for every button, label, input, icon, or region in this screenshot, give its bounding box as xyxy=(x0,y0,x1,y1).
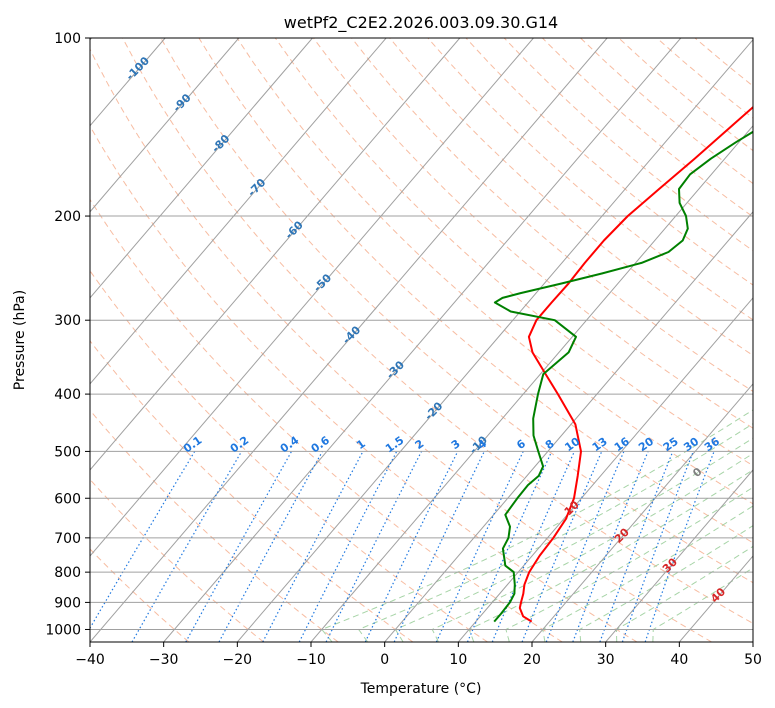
y-tick-label: 1000 xyxy=(45,622,81,638)
y-tick-label: 300 xyxy=(54,313,81,329)
y-tick-label: 900 xyxy=(54,595,81,611)
x-tick-label: 10 xyxy=(449,652,467,668)
dry-adiabat xyxy=(389,38,753,356)
y-tick-label: 600 xyxy=(54,491,81,507)
isotherm xyxy=(90,38,313,299)
x-tick-label: −20 xyxy=(223,652,253,668)
isotherm xyxy=(531,383,753,642)
mixing-ratio-line xyxy=(298,451,398,642)
profile-series xyxy=(493,105,753,623)
dewpoint-line xyxy=(493,130,753,623)
mixing-ratio-line xyxy=(644,451,715,642)
y-tick-label: 100 xyxy=(54,31,81,47)
moist-adiabat xyxy=(579,525,753,642)
dry-adiabat xyxy=(351,38,753,392)
dry-adiabat xyxy=(90,125,638,642)
mixing-ratio-line xyxy=(218,451,323,642)
isotherm xyxy=(163,38,682,642)
x-axis-label: Temperature (°C) xyxy=(360,681,482,697)
isotherm xyxy=(384,211,753,642)
y-tick-label: 500 xyxy=(54,444,81,460)
dry-adiabat xyxy=(90,548,190,642)
mixing-ratio-line xyxy=(572,451,649,642)
dry-adiabat xyxy=(313,38,753,429)
moist-adiabat xyxy=(357,423,753,642)
y-tick-label: 800 xyxy=(54,565,81,581)
mixing-ratio-line xyxy=(521,451,603,642)
dry-adiabat xyxy=(90,478,264,642)
dry-adiabat xyxy=(198,38,753,544)
isotherm xyxy=(90,38,240,213)
background-lines xyxy=(90,38,753,642)
temperature-line xyxy=(518,105,753,623)
plot-frame xyxy=(89,37,754,643)
dry-adiabat xyxy=(122,38,753,625)
mixing-ratio-line xyxy=(185,451,293,642)
pressure-grid xyxy=(90,38,753,630)
isotherm xyxy=(90,38,461,471)
y-tick-label: 700 xyxy=(54,531,81,547)
mixing-ratio-line xyxy=(545,451,625,642)
moist-adiabat xyxy=(615,545,753,642)
dry-adiabat xyxy=(90,48,712,642)
moist-adiabat xyxy=(542,505,753,642)
dry-adiabat xyxy=(160,38,753,584)
x-tick-label: −40 xyxy=(75,652,105,668)
mixing-ratio-line xyxy=(621,451,694,642)
moist-adiabat xyxy=(320,409,753,642)
mixing-ratio-line xyxy=(325,451,423,642)
x-tick-label: −30 xyxy=(149,652,179,668)
y-tick-label: 400 xyxy=(54,387,81,403)
isotherm xyxy=(90,38,534,557)
chart-title: wetPf2_C2E2.2026.003.09.30.G14 xyxy=(284,13,558,33)
y-tick-label: 200 xyxy=(54,209,81,225)
x-tick-label: 40 xyxy=(670,652,688,668)
isotherm xyxy=(90,38,387,385)
y-axis-ticks: 100 200 300 400 500 600 700 800 900 1000 xyxy=(45,31,90,638)
x-tick-label: 50 xyxy=(744,652,762,668)
moist-adiabat xyxy=(431,452,753,642)
dry-adiabat xyxy=(236,38,753,505)
x-tick-label: 30 xyxy=(597,652,615,668)
mixing-ratio-line xyxy=(599,451,674,642)
dry-adiabat xyxy=(90,198,563,642)
dry-adiabat xyxy=(274,38,753,467)
isotherm xyxy=(457,297,753,642)
isotherm xyxy=(605,469,753,642)
x-tick-label: 20 xyxy=(523,652,541,668)
y-axis-label: Pressure (hPa) xyxy=(12,290,28,390)
x-axis-ticks: −40 −30 −20 −10 0 10 20 30 40 50 xyxy=(75,642,762,668)
mixing-ratio-line xyxy=(435,451,524,642)
mixing-ratio-line xyxy=(491,451,575,642)
x-tick-label: −10 xyxy=(296,652,326,668)
mixing-ratio-line xyxy=(466,451,553,642)
isotherm xyxy=(90,38,608,642)
x-tick-label: 0 xyxy=(380,652,389,668)
isotherm xyxy=(236,38,753,642)
